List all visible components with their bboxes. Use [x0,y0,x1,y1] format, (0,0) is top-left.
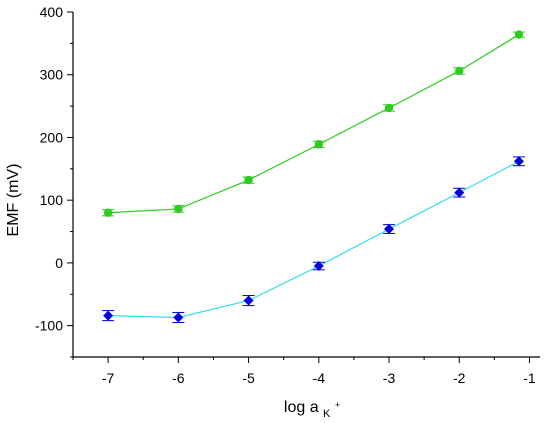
y-tick-label: 300 [40,67,64,83]
data-point [384,224,395,235]
x-tick-label: -3 [383,370,396,386]
data-point [313,261,324,272]
x-axis-title: log a K + [284,399,340,421]
series-line [108,34,520,214]
y-tick-label: 400 [40,4,64,20]
data-point [103,310,114,321]
data-point [314,140,323,149]
x-tick-label: -4 [313,370,326,386]
y-tick-label: 100 [40,192,64,208]
data-point [103,208,113,217]
x-tick-label: -2 [453,370,466,386]
y-tick-label: 0 [55,255,63,271]
data-point [244,175,253,185]
data-point [173,312,184,323]
x-axis-title-main: log a [284,399,319,416]
data-point [513,156,524,167]
series-layer [102,30,525,323]
x-tick-label: -6 [172,370,185,386]
x-axis-title-subscript: K [323,408,331,420]
series-1 [102,156,525,323]
series-0 [102,30,525,217]
y-tick-label: 200 [40,129,64,145]
data-point [243,295,254,306]
data-point [455,66,464,76]
data-point [454,187,465,198]
x-tick-label: -1 [523,370,536,386]
data-point [514,30,524,39]
x-tick-label: -5 [242,370,255,386]
data-point [174,204,183,214]
series-line [108,160,520,319]
x-tick-label: -7 [102,370,115,386]
axes [72,12,540,358]
x-axis-title-superscript: + [335,400,340,410]
y-tick-label: -100 [35,318,63,334]
data-point [384,103,394,113]
ticks: -7 -6 -5 -4 -3 -2 -1 -100 0 100 200 300 400 [35,4,536,386]
y-axis-title: EMF (mV) [5,164,22,237]
